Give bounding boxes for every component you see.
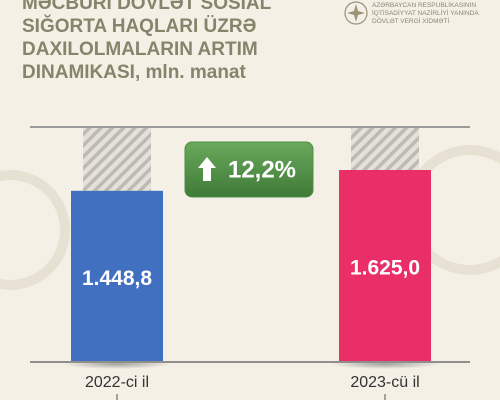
change-badge (184, 141, 314, 198)
bar (71, 190, 163, 362)
value-label: 1.448,8 (82, 267, 152, 290)
logo-text: AZƏRBAYCAN RESPUBLİKASININ İQTİSADİYYAT … (372, 2, 479, 26)
logo-line: İQTİSADİYYAT NAZİRLİYİ YANINDA (372, 10, 479, 17)
logo-line: DÖVLƏT VERGİ XİDMƏTİ (372, 18, 450, 25)
up-arrow (198, 157, 216, 181)
value-label: 1.625,0 (350, 257, 420, 280)
bar (339, 170, 431, 362)
x-tick-label: 2022-ci il (85, 374, 149, 391)
title-text: Məcburi dövlət sosial sığorta haqları üz… (22, 0, 271, 83)
logo-emblem (344, 1, 368, 25)
change-label: 12,2% (228, 156, 296, 183)
x-tick-label: 2023-cü il (350, 374, 419, 391)
logo: AZƏRBAYCAN RESPUBLİKASININ İQTİSADİYYAT … (340, 0, 500, 26)
chart-title: Məcburi dövlət sosial sığorta haqları üz… (22, 0, 332, 84)
logo-line: AZƏRBAYCAN RESPUBLİKASININ (372, 2, 477, 9)
unit: mln. manat (145, 62, 246, 83)
